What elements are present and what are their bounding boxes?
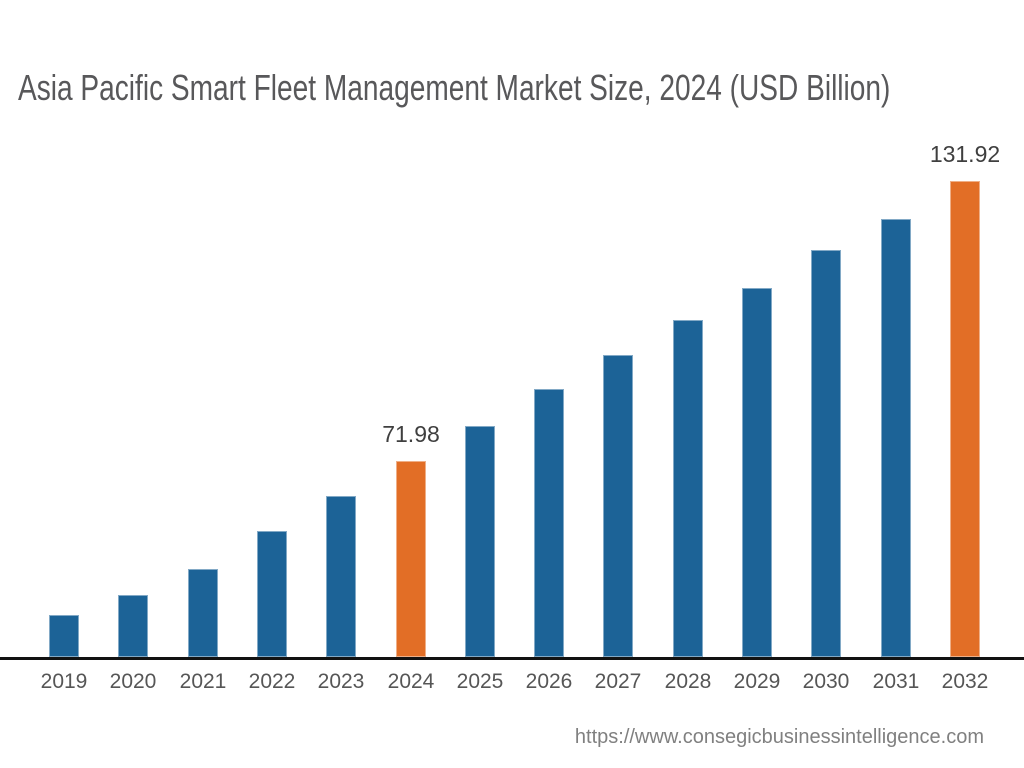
bar-2025	[465, 426, 495, 657]
bar-2027	[603, 355, 633, 657]
bar-2019	[49, 615, 79, 657]
chart-title: Asia Pacific Smart Fleet Management Mark…	[18, 67, 891, 108]
bar-2023	[326, 496, 356, 657]
x-axis-line	[0, 657, 1024, 660]
bar-2032	[950, 181, 980, 657]
source-url: https://www.consegicbusinessintelligence…	[574, 726, 984, 748]
x-tick-label-2028: 2028	[664, 670, 712, 693]
bar-2024	[396, 461, 426, 657]
x-tick-label-2030: 2030	[802, 670, 850, 693]
x-tick-label-2024: 2024	[387, 670, 435, 693]
x-tick-label-2026: 2026	[525, 670, 573, 693]
x-tick-label-2023: 2023	[317, 670, 365, 693]
x-tick-label-2019: 2019	[40, 670, 88, 693]
bar-2031	[881, 219, 911, 657]
bar-2029	[742, 288, 772, 657]
x-tick-label-2021: 2021	[179, 670, 227, 693]
x-tick-label-2025: 2025	[456, 670, 504, 693]
data-label-2032: 131.92	[929, 141, 1001, 167]
bar-2028	[673, 320, 703, 657]
bar-2022	[257, 531, 287, 657]
x-tick-label-2027: 2027	[594, 670, 642, 693]
x-tick-label-2032: 2032	[941, 670, 989, 693]
x-tick-label-2029: 2029	[733, 670, 781, 693]
bar-2021	[188, 569, 218, 657]
bar-2020	[118, 595, 148, 657]
data-label-2024: 71.98	[382, 421, 440, 447]
x-tick-label-2020: 2020	[109, 670, 157, 693]
bar-2026	[534, 389, 564, 657]
bar-2030	[811, 250, 841, 657]
x-tick-label-2031: 2031	[872, 670, 920, 693]
x-tick-label-2022: 2022	[248, 670, 296, 693]
